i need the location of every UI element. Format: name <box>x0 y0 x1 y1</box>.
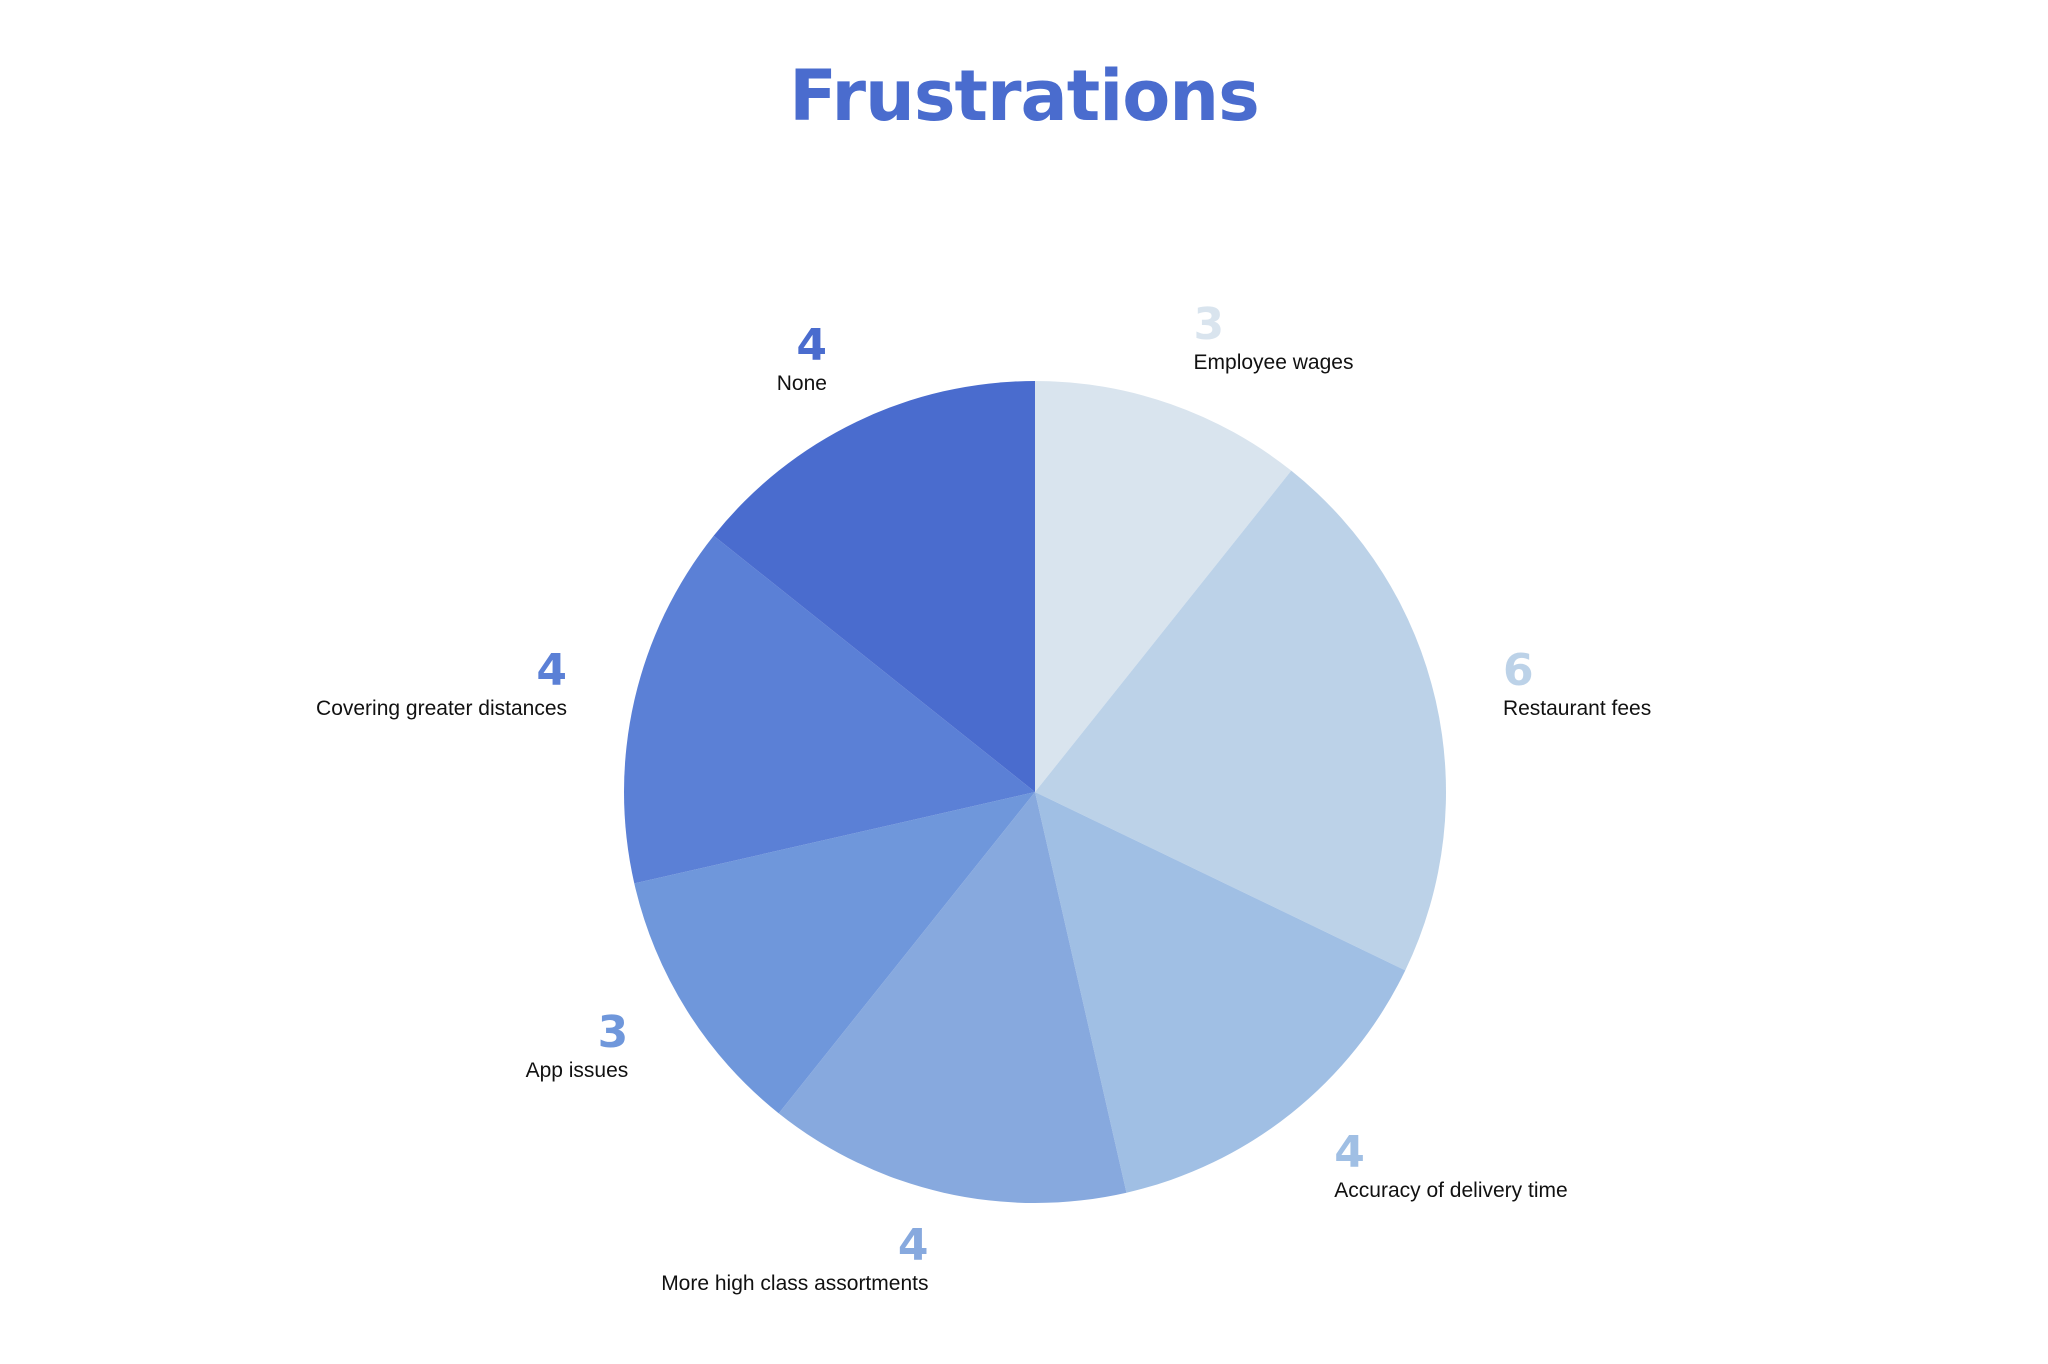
slice-label-covering-greater-distances: 4 Covering greater distances <box>316 648 567 722</box>
slice-value: 3 <box>1193 298 1225 350</box>
pie-slice-more-high-class-assortments <box>778 792 1127 1204</box>
slice-value: 4 <box>796 319 827 371</box>
slice-name: Covering greater distances <box>316 697 567 721</box>
slice-name: Employee wages <box>1193 350 1354 374</box>
slice-value: 4 <box>897 1219 929 1271</box>
slice-label-app-issues: 3 App issues <box>526 1010 629 1084</box>
pie-slice-restaurant-fees <box>1035 470 1447 971</box>
slice-name: None <box>776 371 827 395</box>
pie-slice-covering-greater-distances <box>623 535 1035 884</box>
slice-value: 4 <box>1334 1127 1365 1179</box>
slice-value: 3 <box>597 1007 629 1059</box>
pie-slice-accuracy-of-delivery-time <box>1035 792 1406 1193</box>
slice-name: Accuracy of delivery time <box>1334 1179 1568 1203</box>
chart-title: Frustrations <box>789 55 1260 137</box>
slice-value: 4 <box>536 645 567 697</box>
pie-slice-employee-wages <box>1035 381 1292 792</box>
slice-label-restaurant-fees: 6 Restaurant fees <box>1503 648 1651 722</box>
slice-label-more-high-class-assortments: 4 More high class assortments <box>661 1219 929 1297</box>
slice-name: Restaurant fees <box>1502 697 1652 721</box>
pie-slice-none <box>713 381 1035 792</box>
slice-label-accuracy-of-delivery-time: 4 Accuracy of delivery time <box>1334 1130 1567 1204</box>
pie-slice-app-issues <box>634 792 1035 1114</box>
slice-name: App issues <box>525 1059 629 1083</box>
slice-value: 6 <box>1502 645 1534 697</box>
slice-label-none: 4 None <box>776 319 827 397</box>
slice-label-employee-wages: 3 Employee wages <box>1193 298 1354 376</box>
slice-name: More high class assortments <box>661 1271 929 1295</box>
